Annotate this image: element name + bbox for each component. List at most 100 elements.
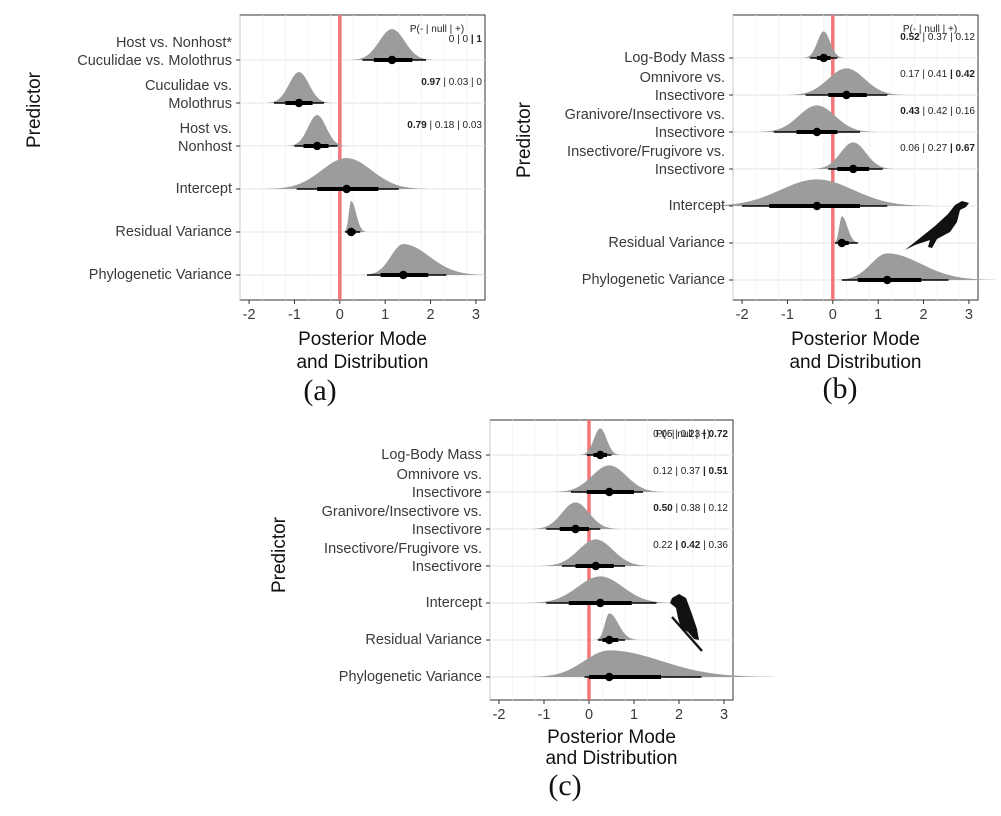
posterior-mode-point [571, 524, 580, 534]
probability-label: 0.50 | 0.38 | 0.12 [653, 503, 728, 514]
y-tick-label: Granivore/Insectivore vs. Insectivore [322, 504, 482, 538]
y-axis-title: Predictor [514, 101, 535, 178]
probability-label: 0.17 | 0.41 | 0.42 [900, 69, 975, 80]
posterior-density [812, 142, 894, 169]
posterior-mode-point [399, 270, 408, 280]
posterior-mode-point [812, 201, 822, 211]
panel-label: (a) [303, 374, 336, 407]
x-tick-label: -1 [538, 707, 551, 723]
posterior-density [835, 253, 996, 280]
x-axis-title: Posterior Mode [791, 329, 920, 350]
y-tick-label: Insectivore/Frugivore vs. Insectivore [567, 144, 725, 178]
posterior-mode-point [596, 598, 605, 608]
y-tick-label: Phylogenetic Variance [339, 669, 482, 685]
posterior-density [532, 502, 619, 529]
y-tick-label: Granivore/Insectivore vs. Insectivore [565, 107, 725, 141]
x-tick-label: 2 [920, 307, 928, 323]
probability-label: 0.97 | 0.03 | 0 [421, 77, 482, 88]
y-tick-label: Phylogenetic Variance [582, 272, 725, 288]
y-tick-label: Omnivore vs. Insectivore [640, 70, 725, 104]
y-axis-title: Predictor [24, 71, 45, 148]
y-tick-label: Residual Variance [608, 235, 725, 251]
probability-label: 0.05 | 0.23 | 0.72 [653, 429, 728, 440]
panel-a: Host vs. Nonhost* Cuculidae vs. Molothrus… [24, 14, 486, 407]
posterior-density [343, 201, 367, 232]
x-tick-label: 2 [427, 307, 435, 323]
x-tick-label: 3 [965, 307, 973, 323]
posterior-mode-point [596, 450, 605, 460]
x-tick-label: 3 [472, 307, 480, 323]
y-tick-label: Residual Variance [115, 224, 232, 240]
probability-label: 0.22 | 0.42 | 0.36 [653, 540, 728, 551]
posterior-mode-point [342, 184, 351, 194]
posterior-density [363, 244, 486, 275]
bird-silhouette-icon [905, 201, 969, 250]
posterior-mode-point [346, 227, 356, 237]
x-tick-label: 1 [630, 707, 638, 723]
posterior-mode-point [591, 561, 600, 571]
x-tick-label: -1 [781, 307, 794, 323]
posterior-mode-point [312, 141, 322, 151]
posterior-mode-point [819, 53, 828, 63]
panel-label: (b) [823, 372, 858, 405]
posterior-density [788, 68, 905, 95]
posterior-density [266, 158, 427, 189]
x-tick-label: 0 [336, 307, 344, 323]
posterior-mode-point [842, 90, 851, 100]
y-tick-label: Omnivore vs. Insectivore [397, 467, 482, 501]
x-tick-label: -2 [243, 307, 256, 323]
posterior-density [580, 428, 621, 455]
probability-label: 0.06 | 0.27 | 0.67 [900, 143, 975, 154]
plot-panel [239, 14, 486, 301]
probability-header: P(- | null | +) [410, 24, 464, 35]
probability-label: 0.79 | 0.18 | 0.03 [407, 120, 482, 131]
posterior-density [528, 576, 673, 603]
x-tick-label: -1 [288, 307, 301, 323]
y-axis-title: Predictor [269, 516, 290, 593]
probability-label: 0.12 | 0.37 | 0.51 [653, 466, 728, 477]
posterior-mode-point [849, 164, 858, 174]
posterior-density [803, 31, 845, 58]
x-axis-title: and Distribution [545, 748, 677, 769]
posterior-density [700, 179, 934, 206]
y-tick-label: Intercept [669, 198, 725, 214]
posterior-density [267, 72, 331, 103]
posterior-density [288, 115, 347, 146]
x-tick-label: 0 [829, 307, 837, 323]
posterior-mode-point [605, 487, 614, 497]
posterior-mode-point [387, 55, 397, 65]
probability-label: 0.52 | 0.37 | 0.12 [900, 32, 975, 43]
y-tick-label: Host vs. Nonhost [178, 121, 232, 155]
x-axis-title: Posterior Mode [298, 329, 427, 350]
x-tick-label: 2 [675, 707, 683, 723]
posterior-mode-point [812, 127, 822, 137]
probability-header: P(- | null | +) [656, 429, 710, 440]
y-tick-label: Cuculidae vs. Molothrus [145, 78, 232, 112]
x-axis-title: and Distribution [296, 352, 428, 373]
y-tick-label: Intercept [176, 181, 232, 197]
posterior-mode-point [837, 238, 847, 248]
y-tick-label: Phylogenetic Variance [89, 267, 232, 283]
x-tick-label: 3 [720, 707, 728, 723]
posterior-mode-point [605, 672, 614, 682]
posterior-mode-point [605, 635, 614, 645]
posterior-mode-point [883, 275, 892, 285]
x-tick-label: -2 [736, 307, 749, 323]
posterior-density [758, 105, 876, 132]
posterior-density [529, 650, 775, 677]
y-tick-label: Intercept [426, 595, 482, 611]
y-tick-label: Residual Variance [365, 632, 482, 648]
x-tick-label: 0 [585, 707, 593, 723]
probability-label: 0 | 0 | 1 [449, 34, 483, 45]
posterior-density [554, 465, 664, 492]
x-axis-title: Posterior Mode [547, 727, 676, 748]
posterior-mode-point [294, 98, 304, 108]
posterior-density [541, 539, 651, 566]
posterior-density [833, 216, 860, 243]
x-tick-label: 1 [381, 307, 389, 323]
perched-bird-icon [670, 594, 699, 640]
y-tick-label: Log-Body Mass [381, 447, 482, 463]
posterior-density [595, 613, 639, 640]
x-tick-label: -2 [493, 707, 506, 723]
